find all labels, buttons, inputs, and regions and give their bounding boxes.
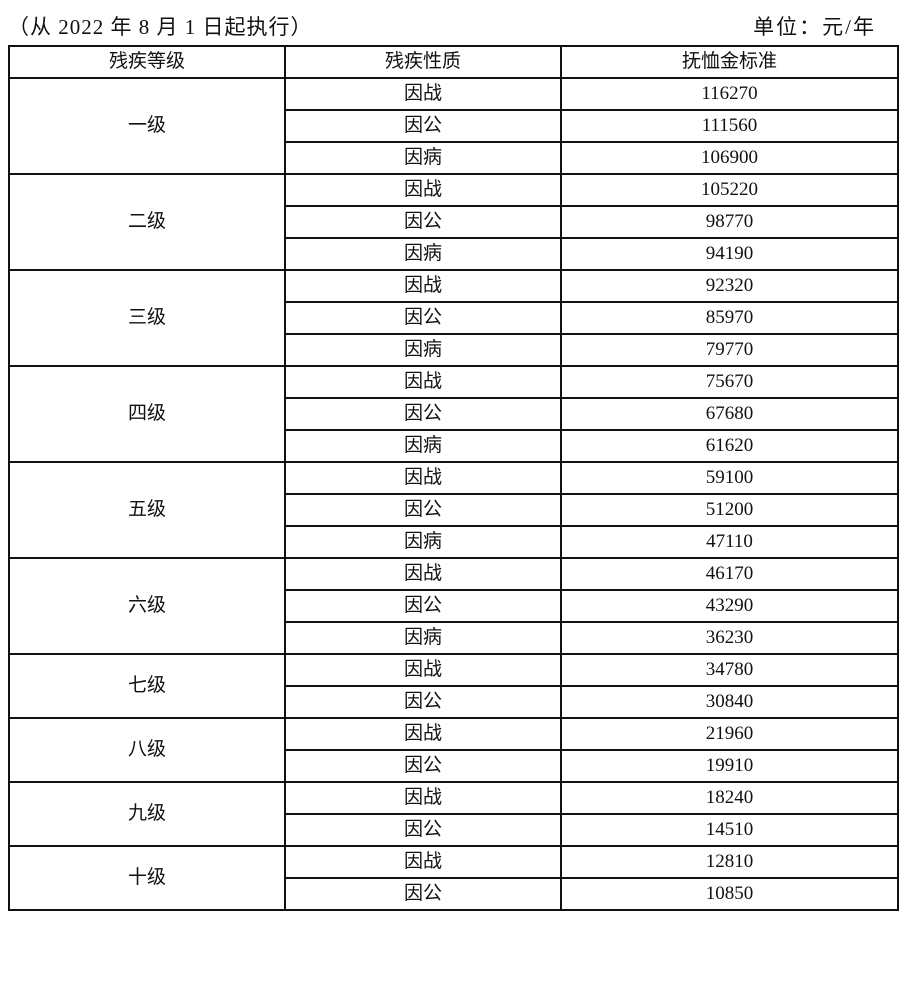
table-body: 一级 因战 116270 因公 111560 因病 106900 二级 因战 105220 因公 98… — [8, 77, 899, 911]
grade-cell: 一级 — [8, 77, 286, 175]
nature-cell: 因病 — [284, 141, 562, 175]
amount-cell: 85970 — [560, 301, 899, 335]
amount-cell: 14510 — [560, 813, 899, 847]
nature-cell: 因公 — [284, 205, 562, 239]
nature-cell: 因病 — [284, 429, 562, 463]
header-nature: 残疾性质 — [284, 45, 562, 79]
table-row: 十级 因战 12810 — [8, 845, 899, 911]
amount-cell: 12810 — [560, 845, 899, 879]
table-row: 因病 94190 — [9, 237, 899, 271]
grade-cell: 三级 — [8, 269, 286, 367]
table-row: 因公 85970 — [9, 301, 899, 335]
amount-cell: 61620 — [560, 429, 899, 463]
table-row: 六级 因战 46170 — [8, 557, 899, 655]
nature-cell: 因战 — [284, 269, 562, 303]
grade-cell: 四级 — [8, 365, 286, 463]
nature-cell: 因病 — [284, 525, 562, 559]
table-row: 四级 因战 75670 — [8, 365, 899, 463]
nature-cell: 因战 — [284, 845, 562, 879]
amount-cell: 92320 — [560, 269, 899, 303]
table-row: 因病 36230 — [9, 621, 899, 655]
table-row: 五级 因战 59100 — [8, 461, 899, 559]
amount-cell: 10850 — [560, 877, 899, 911]
grade-cell: 八级 — [8, 717, 286, 783]
amount-cell: 75670 — [560, 365, 899, 399]
table-row: 一级 因战 116270 — [8, 77, 899, 175]
amount-cell: 51200 — [560, 493, 899, 527]
table-row: 因公 19910 — [9, 749, 899, 783]
header-grade: 残疾等级 — [8, 45, 286, 79]
table-row: 因公 98770 — [9, 205, 899, 239]
table-row: 因公 30840 — [9, 685, 899, 719]
amount-cell: 19910 — [560, 749, 899, 783]
table-row: 因病 106900 — [9, 141, 899, 175]
grade-cell: 二级 — [8, 173, 286, 271]
nature-cell: 因战 — [284, 173, 562, 207]
amount-cell: 21960 — [560, 717, 899, 751]
amount-cell: 43290 — [560, 589, 899, 623]
amount-cell: 111560 — [560, 109, 899, 143]
amount-cell: 30840 — [560, 685, 899, 719]
grade-cell: 九级 — [8, 781, 286, 847]
table-row: 因公 10850 — [9, 877, 899, 911]
table-caption: （从 2022 年 8 月 1 日起执行） 单位：元/年 — [8, 12, 896, 42]
amount-cell: 106900 — [560, 141, 899, 175]
amount-cell: 47110 — [560, 525, 899, 559]
nature-cell: 因战 — [284, 717, 562, 751]
nature-cell: 因公 — [284, 685, 562, 719]
nature-cell: 因战 — [284, 781, 562, 815]
grade-cell: 五级 — [8, 461, 286, 559]
nature-cell: 因病 — [284, 333, 562, 367]
nature-cell: 因公 — [284, 109, 562, 143]
amount-cell: 34780 — [560, 653, 899, 687]
table-row: 因病 47110 — [9, 525, 899, 559]
nature-cell: 因病 — [284, 621, 562, 655]
amount-cell: 79770 — [560, 333, 899, 367]
nature-cell: 因病 — [284, 237, 562, 271]
header-amount: 抚恤金标准 — [560, 45, 899, 79]
nature-cell: 因公 — [284, 493, 562, 527]
amount-cell: 36230 — [560, 621, 899, 655]
effective-date: （从 2022 年 8 月 1 日起执行） — [8, 15, 313, 39]
amount-cell: 46170 — [560, 557, 899, 591]
table-row: 因公 67680 — [9, 397, 899, 431]
nature-cell: 因战 — [284, 653, 562, 687]
amount-cell: 98770 — [560, 205, 899, 239]
grade-cell: 七级 — [8, 653, 286, 719]
table-row: 八级 因战 21960 — [8, 717, 899, 783]
pension-standard-table: 残疾等级 残疾性质 抚恤金标准 一级 因战 116270 因公 111560 因病 1069… — [8, 45, 899, 911]
table-row: 九级 因战 18240 — [8, 781, 899, 847]
nature-cell: 因战 — [284, 461, 562, 495]
table-row: 三级 因战 92320 — [8, 269, 899, 367]
amount-cell: 116270 — [560, 77, 899, 111]
nature-cell: 因公 — [284, 877, 562, 911]
table-row: 因公 111560 — [9, 109, 899, 143]
amount-cell: 94190 — [560, 237, 899, 271]
table-row: 因病 79770 — [9, 333, 899, 367]
nature-cell: 因公 — [284, 589, 562, 623]
table-row: 二级 因战 105220 — [8, 173, 899, 271]
nature-cell: 因战 — [284, 365, 562, 399]
nature-cell: 因公 — [284, 749, 562, 783]
table-row: 因病 61620 — [9, 429, 899, 463]
nature-cell: 因战 — [284, 557, 562, 591]
header-row: 残疾等级 残疾性质 抚恤金标准 — [8, 45, 899, 79]
table-row: 七级 因战 34780 — [8, 653, 899, 719]
amount-cell: 105220 — [560, 173, 899, 207]
nature-cell: 因公 — [284, 397, 562, 431]
amount-cell: 18240 — [560, 781, 899, 815]
grade-cell: 六级 — [8, 557, 286, 655]
nature-cell: 因公 — [284, 301, 562, 335]
table-row: 因公 51200 — [9, 493, 899, 527]
table-row: 因公 14510 — [9, 813, 899, 847]
nature-cell: 因战 — [284, 77, 562, 111]
amount-cell: 59100 — [560, 461, 899, 495]
amount-cell: 67680 — [560, 397, 899, 431]
nature-cell: 因公 — [284, 813, 562, 847]
table-row: 因公 43290 — [9, 589, 899, 623]
grade-cell: 十级 — [8, 845, 286, 911]
unit-label: 单位：元/年 — [753, 15, 876, 39]
